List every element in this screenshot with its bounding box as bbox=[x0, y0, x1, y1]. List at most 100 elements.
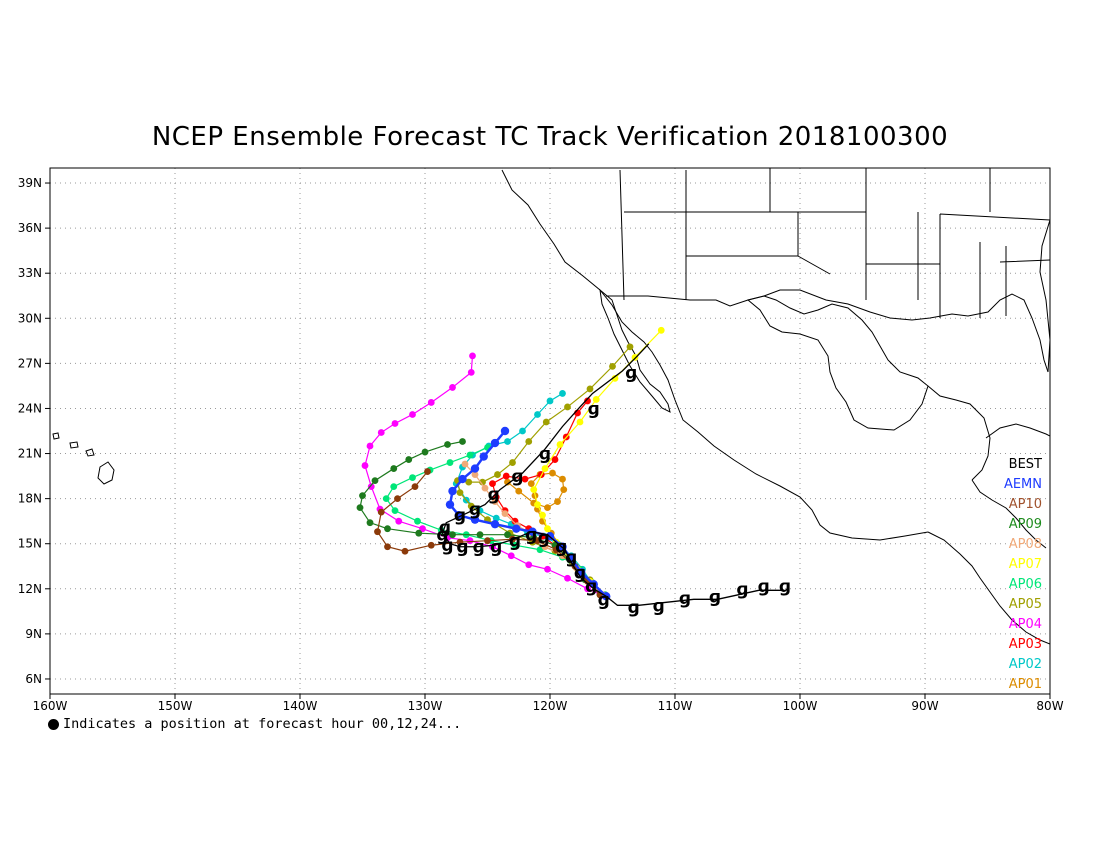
track-position-dot bbox=[504, 478, 511, 486]
x-tick-label: 110W bbox=[658, 699, 693, 713]
position-dot-icon bbox=[48, 718, 59, 730]
hurricane-symbol-icon: ɡ bbox=[525, 526, 537, 546]
track-position-dot bbox=[534, 537, 541, 545]
track-position-dot bbox=[366, 442, 374, 450]
track-position-dot bbox=[391, 420, 399, 427]
coastline-caribbean-coast bbox=[971, 479, 1047, 549]
track-position-dot bbox=[544, 525, 551, 533]
track-position-dot bbox=[424, 468, 431, 475]
track-position-dot bbox=[427, 399, 435, 406]
track-position-dot bbox=[374, 528, 381, 536]
y-tick-label: 18N bbox=[18, 492, 42, 506]
border-us-mexico bbox=[606, 295, 765, 307]
hurricane-symbol-icon: ɡ bbox=[473, 538, 485, 558]
track-position-dot bbox=[490, 519, 500, 529]
hurricane-symbol-icon: ɡ bbox=[538, 529, 550, 549]
track-position-dot bbox=[415, 529, 423, 537]
track-position-dot bbox=[500, 426, 510, 436]
track-position-dot bbox=[421, 448, 429, 456]
footnote: Indicates a position at forecast hour 00… bbox=[48, 716, 461, 732]
track-position-dot bbox=[556, 441, 564, 448]
track-position-dot bbox=[390, 465, 398, 472]
track-position-dot bbox=[521, 475, 529, 483]
track-position-dot bbox=[554, 498, 561, 506]
legend-entry-ap05: AP05 bbox=[1009, 597, 1042, 612]
legend-entry-ap09: AP09 bbox=[1009, 517, 1042, 532]
track-position-dot bbox=[377, 508, 385, 516]
track-position-dot bbox=[419, 525, 426, 533]
track-position-dot bbox=[466, 451, 474, 459]
track-position-dot bbox=[394, 495, 401, 503]
track-position-dot bbox=[564, 574, 571, 582]
x-tick-label: 90W bbox=[911, 699, 938, 713]
track-position-dot bbox=[459, 438, 466, 445]
y-tick-label: 36N bbox=[18, 221, 42, 235]
track-position-dot bbox=[492, 514, 500, 522]
x-tick-label: 150W bbox=[158, 699, 193, 713]
hurricane-symbol-icon: ɡ bbox=[758, 577, 770, 597]
track-position-dot bbox=[471, 471, 479, 478]
track-position-dot bbox=[411, 483, 419, 491]
track-position-dot bbox=[409, 474, 416, 481]
track-position-dot bbox=[501, 510, 509, 518]
track-position-dot bbox=[534, 411, 541, 418]
hurricane-symbol-icon: ɡ bbox=[565, 548, 577, 568]
y-tick-label: 9N bbox=[25, 627, 42, 641]
footnote-text: Indicates a position at forecast hour 00… bbox=[63, 716, 462, 732]
track-position-dot bbox=[481, 484, 489, 492]
x-tick-label: 140W bbox=[283, 699, 318, 713]
track-position-dot bbox=[479, 478, 486, 486]
coastline-cuba bbox=[985, 423, 1050, 439]
hurricane-symbol-icon: ɡ bbox=[625, 363, 637, 383]
track-position-dot bbox=[367, 483, 375, 491]
legend-entry-ap07: AP07 bbox=[1009, 557, 1042, 572]
track-position-dot bbox=[539, 511, 546, 519]
hurricane-symbol-icon: ɡ bbox=[736, 580, 748, 600]
track-position-dot bbox=[384, 543, 391, 551]
track-position-dot bbox=[391, 507, 399, 515]
track-position-dot bbox=[525, 561, 533, 569]
hurricane-symbol-icon: ɡ bbox=[456, 538, 468, 558]
track-position-dot bbox=[504, 531, 511, 539]
axis-labels: 160W 150W 140W 130W 120W 110W 100W 90W 80W 6N 9N 12… bbox=[18, 176, 1064, 713]
plot-frame bbox=[49, 167, 1051, 695]
hurricane-symbol-icon: ɡ bbox=[588, 399, 600, 419]
track-aemn bbox=[445, 426, 611, 601]
track-position-dot bbox=[502, 472, 510, 480]
hurricane-symbol-icon: ɡ bbox=[509, 532, 521, 552]
y-tick-label: 21N bbox=[18, 447, 42, 461]
track-position-dot bbox=[444, 441, 451, 448]
hurricane-symbol-icon: ɡ bbox=[779, 577, 791, 597]
track-position-dot bbox=[446, 459, 454, 466]
hurricane-symbol-icon: ɡ bbox=[574, 563, 586, 583]
island-kauai bbox=[52, 432, 60, 440]
track-position-dot bbox=[525, 438, 533, 445]
track-position-dot bbox=[409, 411, 416, 418]
track-position-dot bbox=[445, 500, 455, 509]
track-position-dot bbox=[479, 452, 488, 461]
track-position-dot bbox=[609, 362, 616, 370]
hurricane-symbol-icon: ɡ bbox=[555, 538, 567, 558]
track-position-dot bbox=[448, 486, 457, 496]
track-position-dot bbox=[611, 375, 619, 382]
y-tick-label: 24N bbox=[18, 401, 42, 415]
track-position-dot bbox=[449, 531, 456, 539]
coastline-baja-peninsula bbox=[599, 288, 671, 413]
track-position-dot bbox=[631, 353, 639, 361]
track-position-dot bbox=[484, 537, 491, 545]
track-line bbox=[491, 400, 606, 596]
x-tick-label: 80W bbox=[1036, 699, 1063, 713]
hurricane-symbol-icon: ɡ bbox=[454, 506, 466, 526]
hurricane-symbol-icon: ɡ bbox=[653, 596, 665, 616]
track-position-dot bbox=[511, 541, 519, 549]
track-position-dot bbox=[490, 438, 500, 448]
track-position-dot bbox=[544, 504, 551, 512]
border-states bbox=[619, 168, 1050, 318]
track-position-dot bbox=[541, 465, 549, 472]
track-position-dot bbox=[366, 519, 374, 527]
track-line bbox=[376, 471, 601, 596]
track-line bbox=[385, 446, 606, 596]
track-position-dot bbox=[494, 471, 501, 478]
track-position-dot bbox=[470, 464, 480, 473]
